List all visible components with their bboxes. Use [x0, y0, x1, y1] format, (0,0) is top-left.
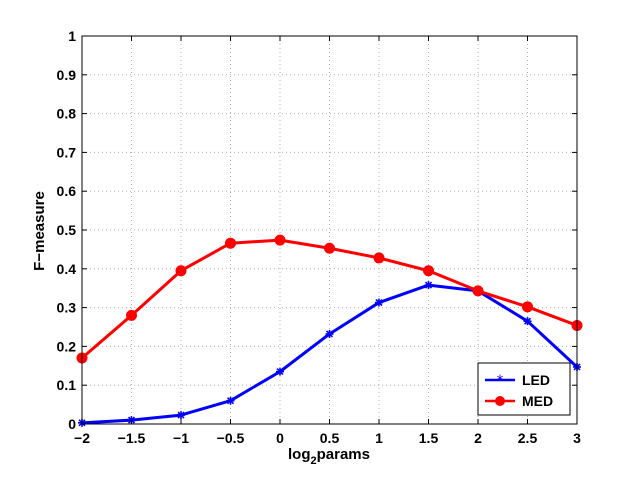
legend-marker-led: *: [497, 373, 504, 389]
y-tick-label: 0.3: [57, 300, 77, 316]
x-tick-label: 2.5: [518, 430, 538, 446]
legend-marker-med: [495, 396, 505, 406]
x-tick-label: 1.5: [419, 430, 439, 446]
data-point-led: [375, 298, 383, 307]
x-axis-label-subscript: 2: [311, 455, 317, 467]
data-point-med: [522, 301, 533, 313]
data-point-led: [523, 317, 532, 326]
x-axis-label-rest: params: [317, 446, 370, 463]
data-point-med: [126, 309, 137, 321]
x-axis-label-main: log: [288, 446, 311, 463]
x-tick-label: 3: [573, 430, 581, 446]
y-tick-label: 0.5: [57, 222, 77, 238]
data-point-med: [324, 242, 335, 254]
data-point-med: [472, 285, 484, 297]
y-tick-label: 0.7: [57, 144, 77, 160]
data-point-led: [177, 411, 185, 420]
legend-label-med: MED: [522, 393, 553, 409]
data-point-led: [424, 281, 433, 290]
legend: * LED MED: [477, 362, 571, 416]
x-tick-label: −1: [173, 430, 189, 446]
data-point-led: [226, 396, 235, 405]
data-point-med: [373, 252, 385, 264]
y-tick-label: 1: [68, 28, 76, 44]
x-axis-label: log2params: [288, 446, 370, 467]
x-tick-label: 2: [474, 430, 482, 446]
x-tick-label: 0: [276, 430, 284, 446]
y-axis-label: F−measure: [31, 191, 48, 271]
data-point-med: [175, 265, 187, 277]
x-tick-label: 1: [375, 430, 383, 446]
axis-ticks: −2 −1.5 −1 −0.5 0 0.5 1 1.5 2 2.5 3 0 0.1 0.2 0.3 0.4 0.…: [57, 28, 582, 446]
data-point-led: [325, 329, 334, 338]
y-tick-label: 0.2: [57, 338, 77, 354]
y-tick-label: 0.8: [57, 106, 77, 122]
legend-box: [477, 362, 571, 416]
data-point-med: [423, 265, 434, 277]
y-tick-label: 0.1: [57, 377, 77, 393]
y-tick-label: 0: [68, 416, 76, 432]
y-tick-label: 0.4: [57, 261, 77, 277]
y-tick-label: 0.9: [57, 67, 77, 83]
legend-label-led: LED: [522, 372, 550, 388]
x-tick-label: −2: [74, 430, 90, 446]
x-tick-label: 0.5: [320, 430, 340, 446]
y-tick-label: 0.6: [57, 183, 77, 199]
data-point-med: [274, 234, 286, 246]
x-tick-label: −1.5: [118, 430, 146, 446]
x-tick-label: −0.5: [217, 430, 245, 446]
data-point-led: [276, 367, 284, 376]
data-point-med: [225, 237, 236, 249]
